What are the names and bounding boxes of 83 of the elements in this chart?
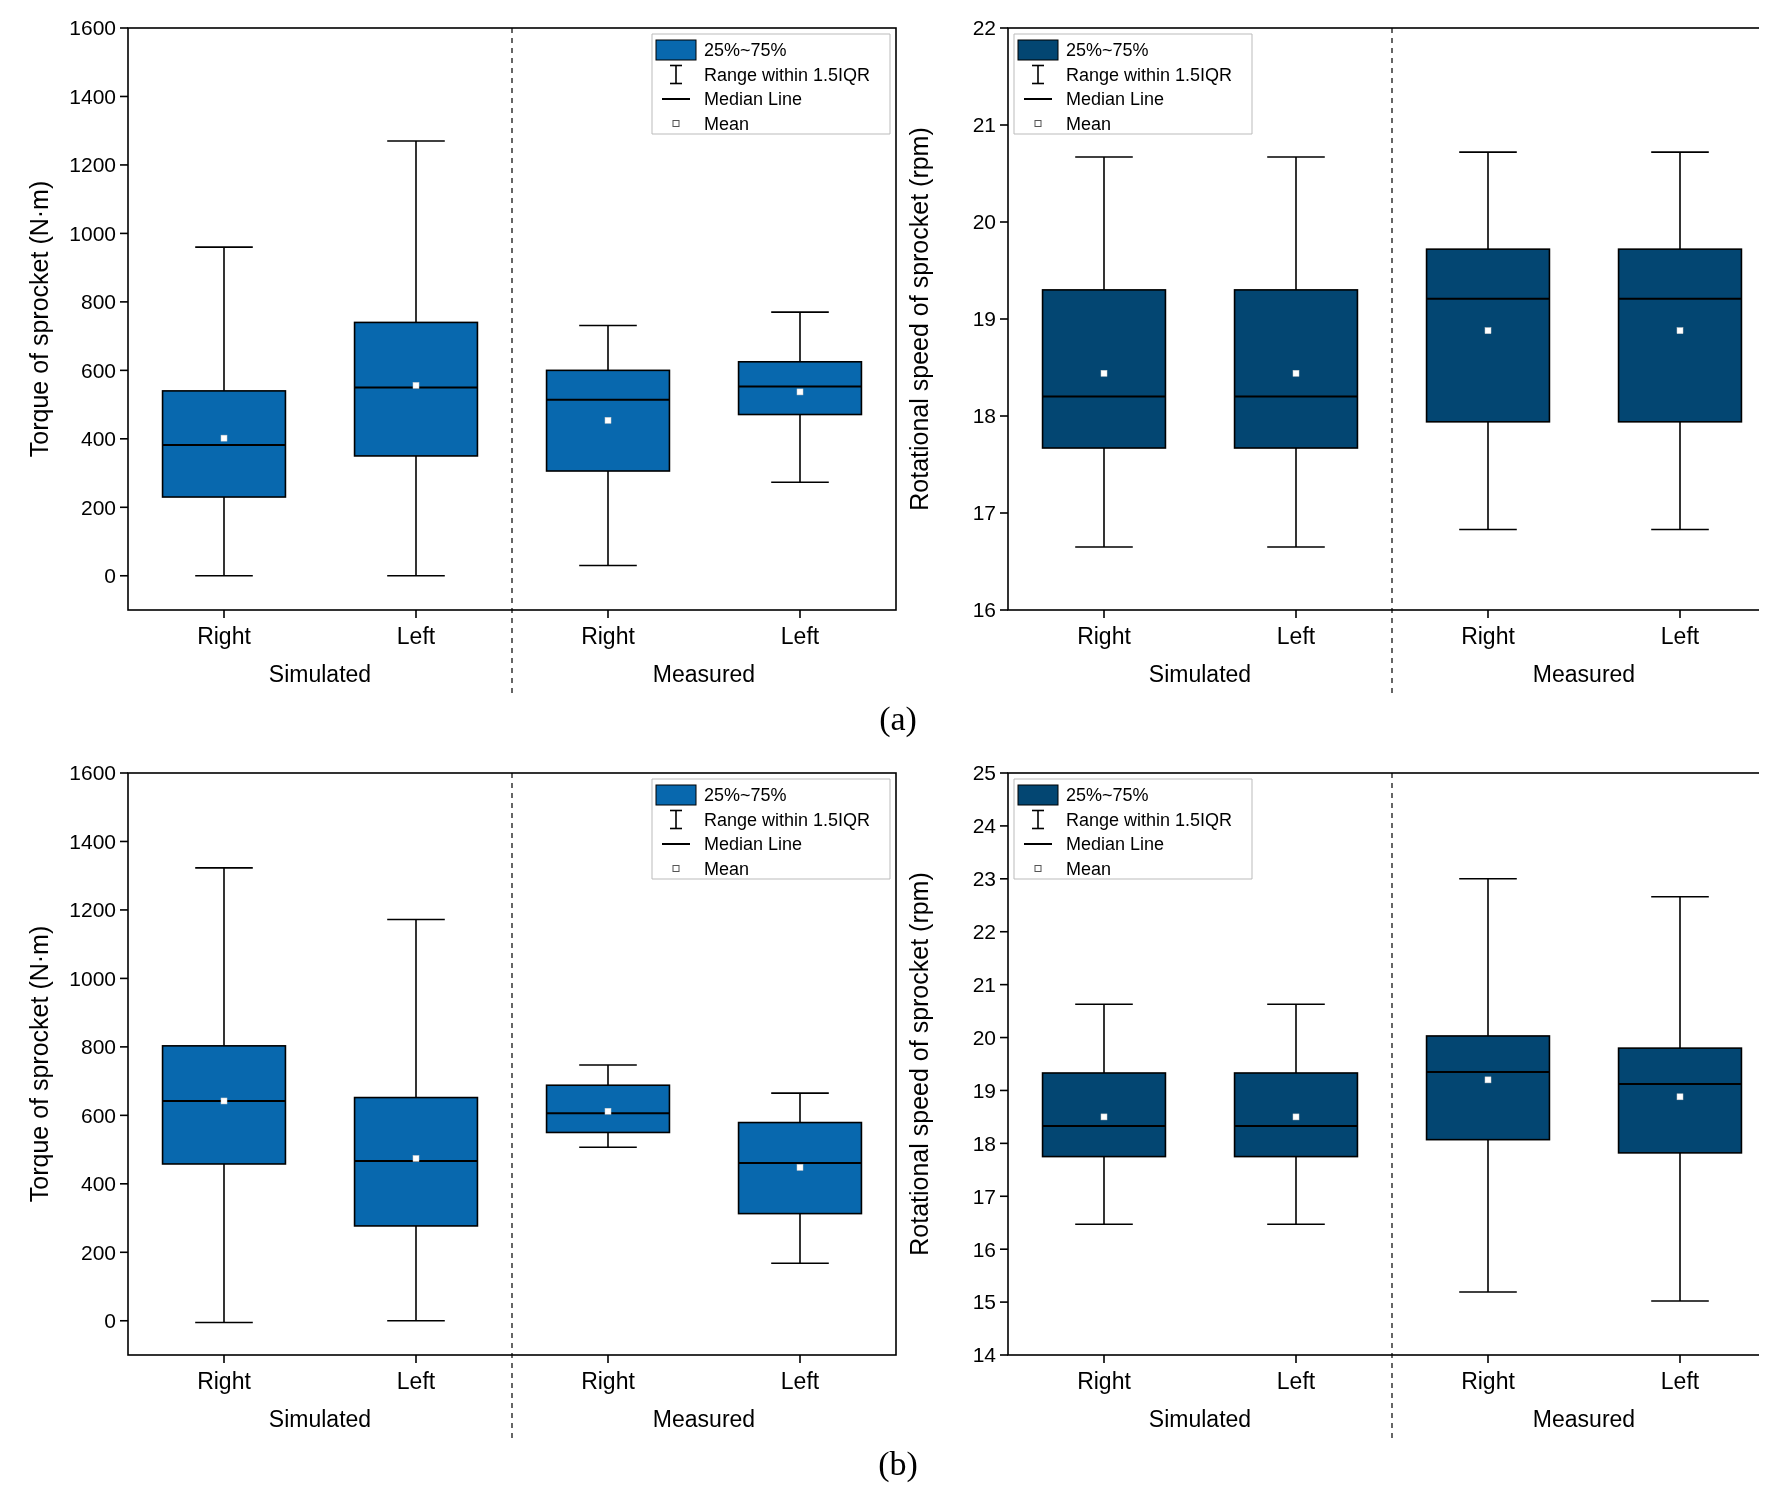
y-tick-label: 19 bbox=[972, 1078, 996, 1102]
y-axis-title: Torque of sprocket (N·m) bbox=[25, 180, 53, 458]
x-tick-label: Left bbox=[780, 1368, 820, 1394]
legend-label: 25%~75% bbox=[704, 40, 787, 60]
text: Measured bbox=[652, 1406, 756, 1432]
y-tick-label: 800 bbox=[80, 1035, 116, 1059]
y-tick-label: 19 bbox=[972, 307, 996, 331]
x-tick-label: Right bbox=[1077, 1368, 1132, 1394]
x-tick-label: Right bbox=[581, 623, 636, 649]
y-tick-label: 400 bbox=[80, 427, 116, 451]
annotation: Mean bbox=[1066, 113, 1112, 134]
y-tick-label: 16 bbox=[972, 1237, 996, 1261]
x-tick-label: Left bbox=[1660, 1368, 1700, 1394]
annotation: Median Line bbox=[704, 89, 803, 109]
y-tick-label: 15 bbox=[972, 1290, 996, 1314]
annotation: Mean bbox=[704, 858, 750, 879]
text: (b) bbox=[878, 1445, 918, 1483]
text: Measured bbox=[1532, 661, 1636, 687]
x-tick-label: Left bbox=[396, 1368, 436, 1394]
annotation: Mean bbox=[1066, 858, 1112, 879]
y-tick-label: 0 bbox=[104, 564, 116, 588]
x-tick-label: Left bbox=[1276, 1368, 1316, 1394]
y-tick-label: 24 bbox=[972, 814, 997, 838]
annotation: Range within 1.5IQR bbox=[1066, 64, 1233, 85]
y-tick-label: 18 bbox=[972, 1131, 996, 1155]
annotation: Range within 1.5IQR bbox=[1066, 809, 1233, 830]
x-tick-label: Right bbox=[197, 623, 252, 649]
text: Simulated bbox=[268, 1406, 372, 1432]
x-tick-label: Right bbox=[1461, 1368, 1516, 1394]
x-tick-label: Left bbox=[1660, 623, 1700, 649]
text: (a) bbox=[879, 700, 917, 738]
annotation: Range within 1.5IQR bbox=[704, 809, 871, 830]
legend-label: 25%~75% bbox=[1066, 40, 1149, 60]
annotation: Median Line bbox=[704, 834, 803, 854]
y-axis-title: Rotational speed of sprocket (rpm) bbox=[905, 872, 933, 1256]
y-tick-label: 1400 bbox=[69, 829, 116, 853]
y-tick-label: 200 bbox=[80, 495, 116, 519]
y-tick-label: 23 bbox=[972, 867, 996, 891]
text: Simulated bbox=[1148, 1406, 1252, 1432]
y-axis-title: Rotational speed of sprocket (rpm) bbox=[905, 127, 933, 511]
y-tick-label: 1600 bbox=[69, 16, 116, 40]
y-tick-label: 17 bbox=[972, 1184, 996, 1208]
x-tick-label: Right bbox=[1461, 623, 1516, 649]
y-tick-label: 1600 bbox=[69, 761, 116, 785]
legend-label: 25%~75% bbox=[704, 785, 787, 805]
text: Measured bbox=[652, 661, 756, 687]
y-tick-label: 0 bbox=[104, 1309, 116, 1333]
y-tick-label: 400 bbox=[80, 1172, 116, 1196]
y-tick-label: 25 bbox=[972, 761, 996, 785]
y-tick-label: 20 bbox=[972, 1025, 996, 1049]
annotation: Mean bbox=[704, 113, 750, 134]
legend-label: 25%~75% bbox=[1066, 785, 1149, 805]
x-tick-label: Right bbox=[1077, 623, 1132, 649]
y-tick-label: 1000 bbox=[69, 221, 116, 245]
y-tick-label: 1200 bbox=[69, 153, 116, 177]
y-tick-label: 14 bbox=[972, 1343, 997, 1367]
x-tick-label: Left bbox=[780, 623, 820, 649]
y-tick-label: 600 bbox=[80, 358, 116, 382]
y-tick-label: 22 bbox=[972, 16, 996, 40]
text: Simulated bbox=[1148, 661, 1252, 687]
annotation: Median Line bbox=[1066, 834, 1165, 854]
y-tick-label: 18 bbox=[972, 404, 996, 428]
y-tick-label: 600 bbox=[80, 1103, 116, 1127]
y-tick-label: 17 bbox=[972, 501, 996, 525]
y-tick-label: 22 bbox=[972, 920, 996, 944]
text: Measured bbox=[1532, 1406, 1636, 1432]
x-tick-label: Right bbox=[581, 1368, 636, 1394]
y-tick-label: 21 bbox=[972, 972, 996, 996]
y-axis-title: Torque of sprocket (N·m) bbox=[25, 925, 53, 1203]
annotation: Range within 1.5IQR bbox=[704, 64, 871, 85]
text: Simulated bbox=[268, 661, 372, 687]
y-tick-label: 200 bbox=[80, 1240, 116, 1264]
y-tick-label: 1400 bbox=[69, 84, 116, 108]
y-tick-label: 20 bbox=[972, 210, 996, 234]
y-tick-label: 1000 bbox=[69, 966, 116, 990]
y-tick-label: 1200 bbox=[69, 898, 116, 922]
annotation: Median Line bbox=[1066, 89, 1165, 109]
y-tick-label: 21 bbox=[972, 113, 996, 137]
x-tick-label: Left bbox=[396, 623, 436, 649]
x-tick-label: Left bbox=[1276, 623, 1316, 649]
y-tick-label: 800 bbox=[80, 290, 116, 314]
y-tick-label: 16 bbox=[972, 598, 996, 622]
x-tick-label: Right bbox=[197, 1368, 252, 1394]
